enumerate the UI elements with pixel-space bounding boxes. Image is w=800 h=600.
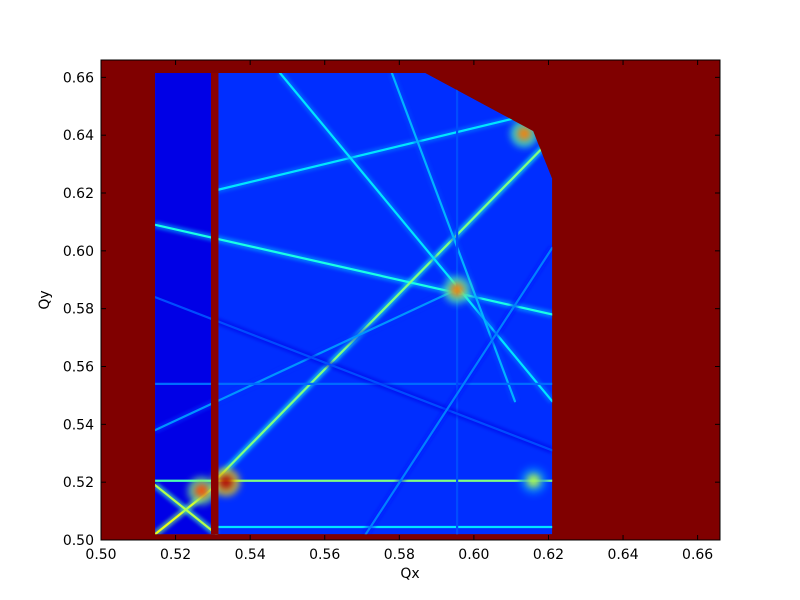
x-tick-label: 0.64 <box>607 547 638 563</box>
x-tick: 0.54 <box>235 60 266 563</box>
x-tick: 0.66 <box>682 60 713 563</box>
y-tick: 0.62 <box>63 186 720 202</box>
hotspot <box>211 468 240 497</box>
plot-area <box>101 60 720 540</box>
y-tick-label: 0.52 <box>63 475 94 491</box>
y-tick-label: 0.66 <box>63 70 94 86</box>
resonance-line <box>215 105 553 194</box>
resonance-line <box>155 482 219 535</box>
x-tick: 0.64 <box>607 60 639 563</box>
x-tick-label: 0.56 <box>309 547 340 563</box>
tune-footprint <box>155 73 553 535</box>
x-tick: 0.52 <box>160 60 191 563</box>
y-tick-label: 0.62 <box>63 186 94 202</box>
vertical-band <box>211 73 219 535</box>
resonance-line <box>155 221 553 318</box>
y-tick: 0.52 <box>63 475 720 491</box>
y-tick: 0.56 <box>63 360 720 376</box>
y-tick-label: 0.54 <box>63 417 94 433</box>
y-tick: 0.66 <box>63 70 720 86</box>
resonance-hotspots <box>187 119 548 505</box>
y-tick-label: 0.56 <box>63 360 94 376</box>
x-axis-label: Qx <box>400 566 419 582</box>
footprint-region <box>155 73 553 535</box>
x-tick-label: 0.50 <box>85 547 116 563</box>
hotspot <box>519 466 548 495</box>
y-tick: 0.50 <box>63 533 720 549</box>
x-tick-label: 0.66 <box>682 547 713 563</box>
resonance-line <box>155 293 553 454</box>
resonance-line <box>388 73 519 403</box>
x-tick-label: 0.60 <box>458 547 489 563</box>
x-tick: 0.56 <box>309 60 340 563</box>
y-tick: 0.64 <box>63 128 720 144</box>
x-tick-label: 0.54 <box>235 547 266 563</box>
y-tick-label: 0.64 <box>63 128 94 144</box>
x-tick: 0.50 <box>85 60 117 563</box>
y-axis-ticks: 0.50 0.52 0.54 0.56 0.58 0.60 0.62 0.64 0.66 <box>63 70 720 549</box>
hotspot <box>443 275 472 304</box>
y-tick: 0.54 <box>63 417 720 433</box>
x-tick: 0.58 <box>384 60 415 563</box>
x-tick: 0.62 <box>533 60 564 563</box>
resonance-lines <box>155 73 553 535</box>
x-tick: 0.60 <box>458 60 489 563</box>
y-tick-label: 0.60 <box>63 244 94 260</box>
resonance-line <box>214 135 553 482</box>
x-tick-label: 0.52 <box>160 547 191 563</box>
y-tick-label: 0.58 <box>63 302 94 318</box>
plot-frame <box>100 59 721 541</box>
hotspot <box>187 476 216 505</box>
y-tick: 0.60 <box>63 244 720 260</box>
resonance-line <box>277 73 553 404</box>
y-tick-label: 0.50 <box>63 533 94 549</box>
x-tick-label: 0.58 <box>384 547 415 563</box>
x-tick-label: 0.62 <box>533 547 564 563</box>
y-tick: 0.58 <box>63 302 720 318</box>
x-axis-ticks: 0.50 0.52 0.54 0.56 0.58 0.60 0.62 0.64 0.66 <box>85 60 713 563</box>
y-axis-label: Qy <box>37 290 53 309</box>
resonance-line <box>362 246 553 535</box>
